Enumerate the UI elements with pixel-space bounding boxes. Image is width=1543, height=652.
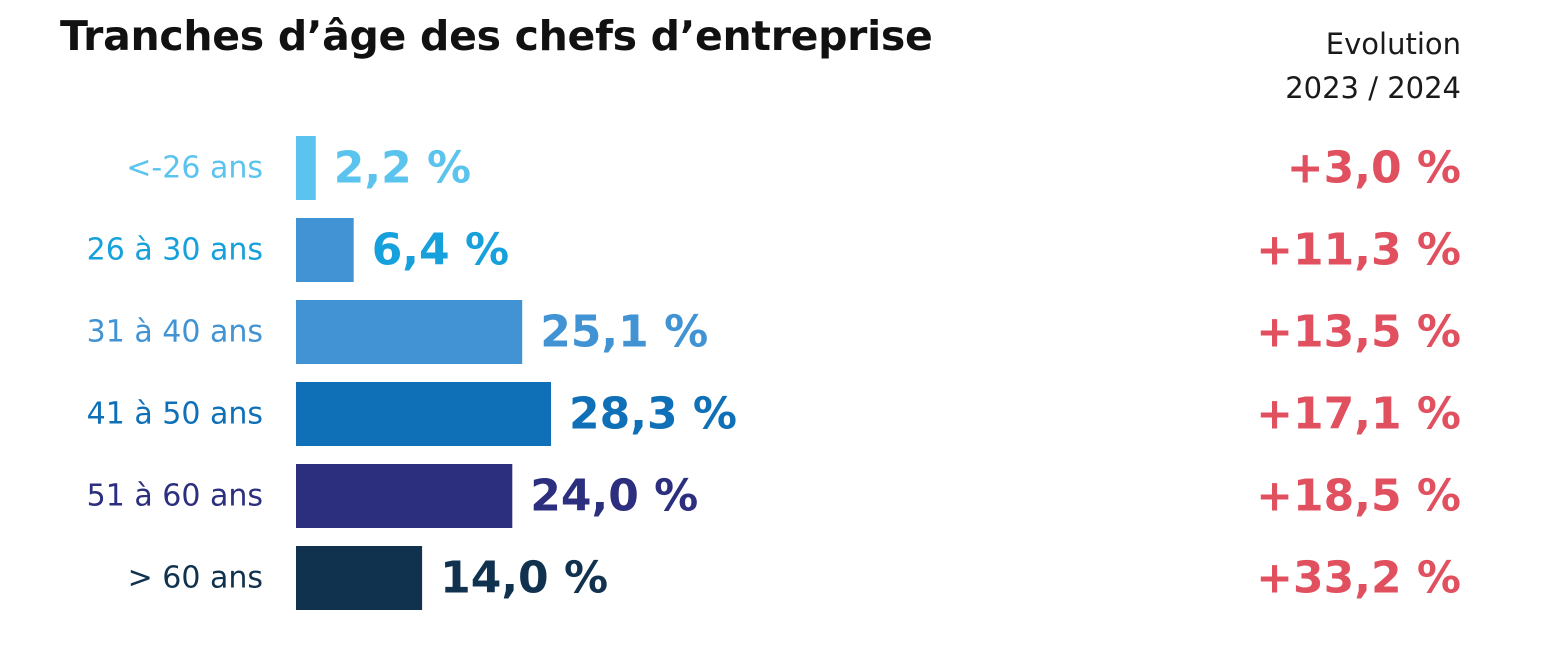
category-label-3: 41 à 50 ans	[87, 397, 263, 432]
bar-1	[296, 218, 354, 282]
value-label-0: 2,2 %	[334, 143, 471, 194]
bar-0	[296, 136, 316, 200]
evolution-label-5: +33,2 %	[1256, 553, 1461, 604]
evolution-label-1: +11,3 %	[1256, 225, 1461, 276]
evolution-header-line2: 2023 / 2024	[1285, 71, 1461, 105]
value-label-4: 24,0 %	[530, 471, 698, 522]
bar-3	[296, 382, 551, 446]
category-label-1: 26 à 30 ans	[87, 233, 263, 268]
evolution-label-4: +18,5 %	[1256, 471, 1461, 522]
evolution-label-0: +3,0 %	[1287, 143, 1461, 194]
category-label-2: 31 à 40 ans	[87, 315, 263, 350]
chart-title: Tranches d’âge des chefs d’entreprise	[60, 12, 933, 60]
evolution-label-2: +13,5 %	[1256, 307, 1461, 358]
evolution-header: Evolution 2023 / 2024	[1285, 22, 1461, 110]
value-label-1: 6,4 %	[372, 225, 509, 276]
category-label-5: > 60 ans	[128, 561, 263, 596]
evolution-header-line1: Evolution	[1325, 27, 1461, 61]
category-label-4: 51 à 60 ans	[87, 479, 263, 514]
value-label-3: 28,3 %	[569, 389, 737, 440]
bar-5	[296, 546, 423, 610]
value-label-2: 25,1 %	[540, 307, 708, 358]
value-label-5: 14,0 %	[440, 553, 608, 604]
bar-2	[296, 300, 523, 364]
bar-4	[296, 464, 513, 528]
evolution-label-3: +17,1 %	[1256, 389, 1461, 440]
category-label-0: <-26 ans	[126, 151, 263, 186]
